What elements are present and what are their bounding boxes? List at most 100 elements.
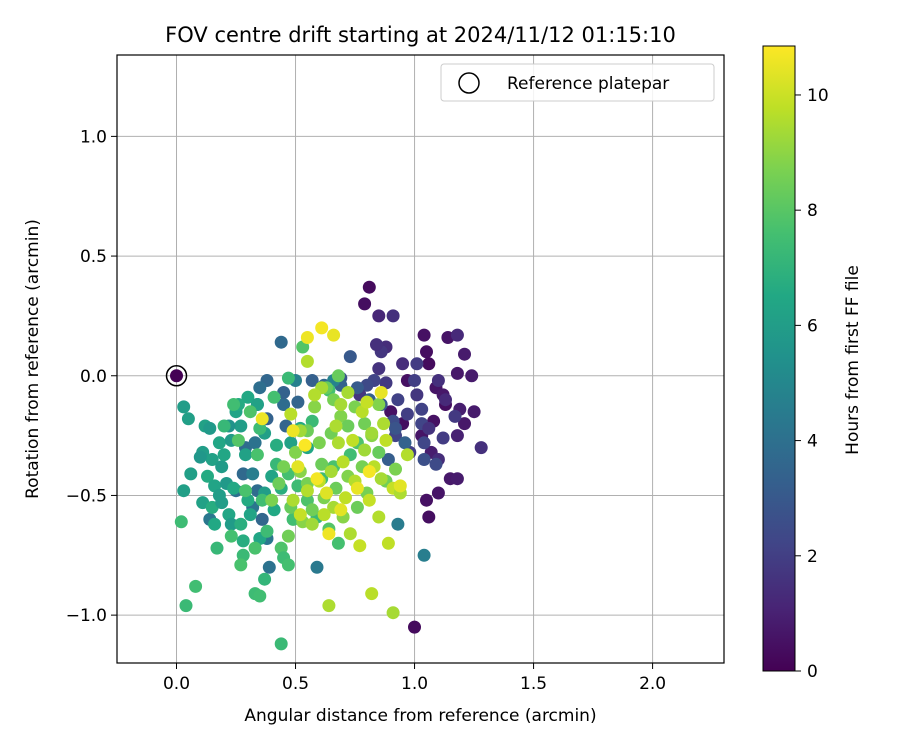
data-point <box>450 366 464 380</box>
colorbar-tick-label: 8 <box>807 201 818 221</box>
data-point <box>341 419 355 433</box>
data-point <box>422 510 436 524</box>
data-point <box>305 374 319 387</box>
x-axis-label: Angular distance from reference (arcmin) <box>244 706 596 726</box>
data-point <box>339 491 352 505</box>
data-point <box>410 388 424 402</box>
data-point <box>270 438 283 452</box>
data-point <box>322 527 336 541</box>
data-point <box>362 280 376 294</box>
data-point <box>277 398 291 411</box>
data-point <box>350 481 364 495</box>
data-point <box>422 357 436 371</box>
data-point <box>308 388 322 402</box>
x-tick-label: 2.0 <box>639 674 666 694</box>
data-point <box>315 321 329 335</box>
data-point <box>379 376 393 390</box>
data-point <box>362 493 376 507</box>
data-point <box>458 347 471 361</box>
data-point <box>334 398 348 411</box>
data-point <box>450 328 464 342</box>
data-point <box>315 457 329 471</box>
data-point <box>393 479 407 493</box>
chart-title: FOV centre drift starting at 2024/11/12 … <box>165 23 676 47</box>
data-point <box>327 328 341 342</box>
colorbar-tick-label: 0 <box>807 662 818 682</box>
x-axis-ticks: 0.0 0.5 1.0 1.5 2.0 <box>163 663 666 694</box>
data-point <box>255 512 269 526</box>
data-point <box>372 309 386 323</box>
data-point <box>208 517 222 531</box>
plot-frame <box>116 54 725 664</box>
data-point <box>310 560 324 574</box>
data-point <box>179 599 193 613</box>
data-point <box>305 503 319 517</box>
x-tick-label: 1.0 <box>401 674 428 694</box>
y-tick-label: 1.0 <box>80 127 107 147</box>
data-point <box>322 599 336 613</box>
data-point <box>386 606 400 620</box>
y-tick-label: −1.0 <box>66 606 107 626</box>
data-point <box>379 433 393 447</box>
data-point <box>331 436 345 450</box>
x-tick-label: 0.5 <box>282 674 309 694</box>
data-point <box>350 500 364 514</box>
data-point <box>265 493 279 507</box>
legend-reference-marker-icon <box>458 72 480 94</box>
data-point <box>241 390 255 404</box>
data-point <box>331 369 345 383</box>
data-point <box>239 448 252 462</box>
data-point <box>189 579 203 593</box>
data-point <box>284 436 298 450</box>
data-point <box>389 462 402 476</box>
data-point <box>284 407 298 421</box>
data-point <box>358 297 372 311</box>
colorbar-tick-label: 10 <box>807 86 829 106</box>
data-point <box>372 510 386 524</box>
data-point <box>310 472 324 486</box>
data-point <box>400 407 414 421</box>
data-point <box>300 484 314 498</box>
data-point <box>193 450 207 464</box>
data-point <box>308 400 322 414</box>
data-point <box>217 448 231 462</box>
data-point <box>210 541 224 555</box>
data-point <box>431 486 445 500</box>
data-point <box>381 536 395 550</box>
y-axis-ticks: −1.0 −0.5 0.0 0.5 1.0 <box>66 127 117 626</box>
reference-point <box>170 369 184 383</box>
data-point <box>174 515 188 529</box>
data-point <box>255 412 269 426</box>
data-point <box>341 386 355 399</box>
colorbar-gradient <box>762 45 796 672</box>
data-point <box>386 309 400 323</box>
data-point <box>365 426 379 440</box>
data-point <box>396 357 410 371</box>
data-point <box>436 431 450 445</box>
data-point <box>317 508 331 522</box>
data-point <box>336 455 350 469</box>
data-point <box>274 335 288 349</box>
data-point <box>343 527 357 541</box>
data-point <box>372 445 386 459</box>
reference-marker <box>165 365 188 387</box>
data-point <box>320 486 333 500</box>
data-point <box>305 517 319 531</box>
data-point <box>458 417 471 431</box>
data-point <box>372 362 386 376</box>
data-point <box>300 354 314 368</box>
data-point <box>417 328 431 342</box>
data-point <box>255 493 269 507</box>
data-point <box>253 381 267 395</box>
data-point <box>358 417 372 431</box>
colorbar: 0 2 4 6 8 10 Hours from first FF file <box>762 45 863 682</box>
data-point <box>205 453 219 466</box>
data-point <box>298 438 312 452</box>
data-point <box>362 465 376 478</box>
data-point <box>258 572 272 586</box>
data-point <box>389 421 402 435</box>
data-point <box>286 424 300 438</box>
y-tick-label: 0.0 <box>80 367 107 387</box>
data-point <box>215 460 229 474</box>
